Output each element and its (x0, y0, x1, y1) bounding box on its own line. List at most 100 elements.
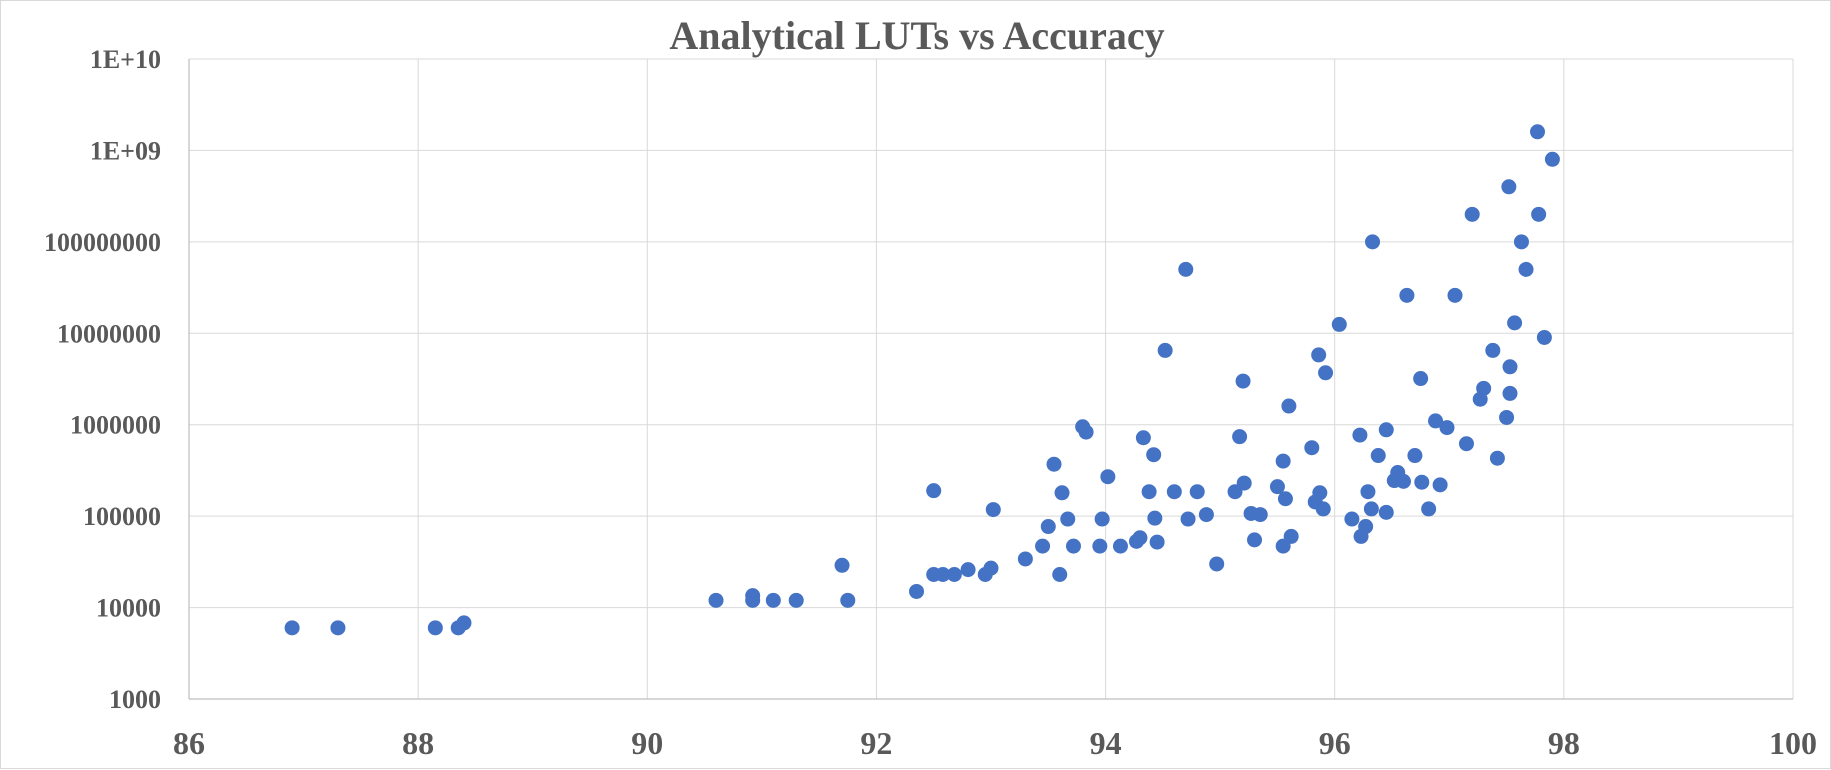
data-point (1100, 469, 1116, 485)
data-point (1232, 429, 1248, 445)
data-point (788, 592, 804, 608)
data-point (1352, 427, 1368, 443)
data-point (1507, 315, 1523, 331)
data-point (427, 620, 443, 636)
data-point (1428, 413, 1444, 429)
data-point (330, 620, 346, 636)
data-point (1358, 519, 1374, 535)
data-point (1180, 511, 1196, 527)
y-tick-label: 1000000 (70, 411, 161, 440)
data-point (1414, 474, 1430, 490)
x-tick-label: 98 (1548, 725, 1580, 761)
axes (188, 59, 1793, 700)
data-point (1365, 234, 1381, 250)
chart-title: Analytical LUTs vs Accuracy (669, 13, 1164, 58)
data-point (1304, 440, 1320, 456)
data-point (960, 562, 976, 578)
data-point (1035, 538, 1051, 554)
data-point (284, 620, 300, 636)
data-point (745, 592, 761, 608)
data-point (1060, 511, 1076, 527)
data-point (1112, 538, 1128, 554)
data-point (1078, 424, 1094, 440)
data-point (1447, 287, 1463, 303)
data-point (1149, 534, 1165, 550)
data-point (1275, 453, 1291, 469)
y-tick-label: 10000 (96, 594, 161, 623)
x-tick-label: 90 (631, 725, 663, 761)
data-point (1489, 450, 1505, 466)
gridlines (189, 58, 1794, 699)
data-point (1281, 398, 1297, 414)
data-point (1544, 151, 1560, 167)
data-point (1277, 491, 1293, 507)
y-tick-label: 10000000 (57, 319, 161, 348)
data-point (1370, 448, 1386, 464)
data-point (983, 560, 999, 576)
data-point (1189, 484, 1205, 500)
data-point (1135, 430, 1151, 446)
data-point (840, 592, 856, 608)
y-axis-tick-labels: 1000 10000 100000 1000000 10000000 100000000 1… (44, 45, 161, 714)
data-point (1360, 484, 1376, 500)
data-point (1501, 179, 1517, 195)
data-point (1531, 206, 1547, 222)
data-point (1311, 347, 1327, 363)
data-point (1052, 566, 1068, 582)
data-point (1209, 556, 1225, 572)
data-point (1092, 538, 1108, 554)
x-tick-label: 86 (173, 725, 205, 761)
data-point (1502, 385, 1518, 401)
data-point (708, 592, 724, 608)
data-point (1530, 124, 1546, 140)
data-point (1283, 528, 1299, 544)
data-point (1363, 501, 1379, 517)
data-point (985, 502, 1001, 518)
y-tick-label: 100000 (83, 502, 161, 531)
data-point (935, 566, 951, 582)
data-point (909, 583, 925, 599)
data-point (1046, 456, 1062, 472)
data-point (1166, 484, 1182, 500)
data-point (1407, 448, 1423, 464)
data-point (1315, 501, 1331, 517)
data-point (1458, 436, 1474, 452)
data-point (1502, 359, 1518, 375)
y-tick-label: 1E+10 (90, 45, 161, 74)
data-point (1464, 206, 1480, 222)
data-point (1318, 365, 1334, 381)
data-point (946, 566, 962, 582)
data-point (1378, 504, 1394, 520)
data-point (1198, 507, 1214, 523)
y-tick-label: 1000 (109, 685, 161, 714)
data-point (1054, 485, 1070, 501)
data-point (1040, 519, 1056, 535)
y-tick-label: 100000000 (44, 228, 161, 257)
data-point (1065, 538, 1081, 554)
data-point (1178, 261, 1194, 277)
x-tick-label: 88 (402, 725, 434, 761)
data-point (1536, 329, 1552, 345)
data-point (1499, 409, 1515, 425)
data-point (1141, 484, 1157, 500)
data-point (1147, 510, 1163, 526)
data-point (1485, 342, 1501, 358)
data-point (834, 557, 850, 573)
data-point (1146, 447, 1162, 463)
data-point (926, 483, 942, 499)
data-point (1513, 234, 1529, 250)
data-point (1476, 380, 1492, 396)
data-point (1094, 511, 1110, 527)
data-point (1413, 371, 1429, 387)
x-axis-tick-labels: 86 88 90 92 94 96 98 100 (173, 725, 1817, 761)
x-tick-label: 96 (1319, 725, 1351, 761)
data-point (1157, 342, 1173, 358)
data-point (1344, 511, 1360, 527)
data-point (1269, 479, 1285, 495)
data-point (1518, 261, 1534, 277)
data-points (284, 124, 1560, 636)
x-tick-label: 100 (1769, 725, 1817, 761)
x-tick-label: 92 (860, 725, 892, 761)
data-point (1432, 477, 1448, 493)
